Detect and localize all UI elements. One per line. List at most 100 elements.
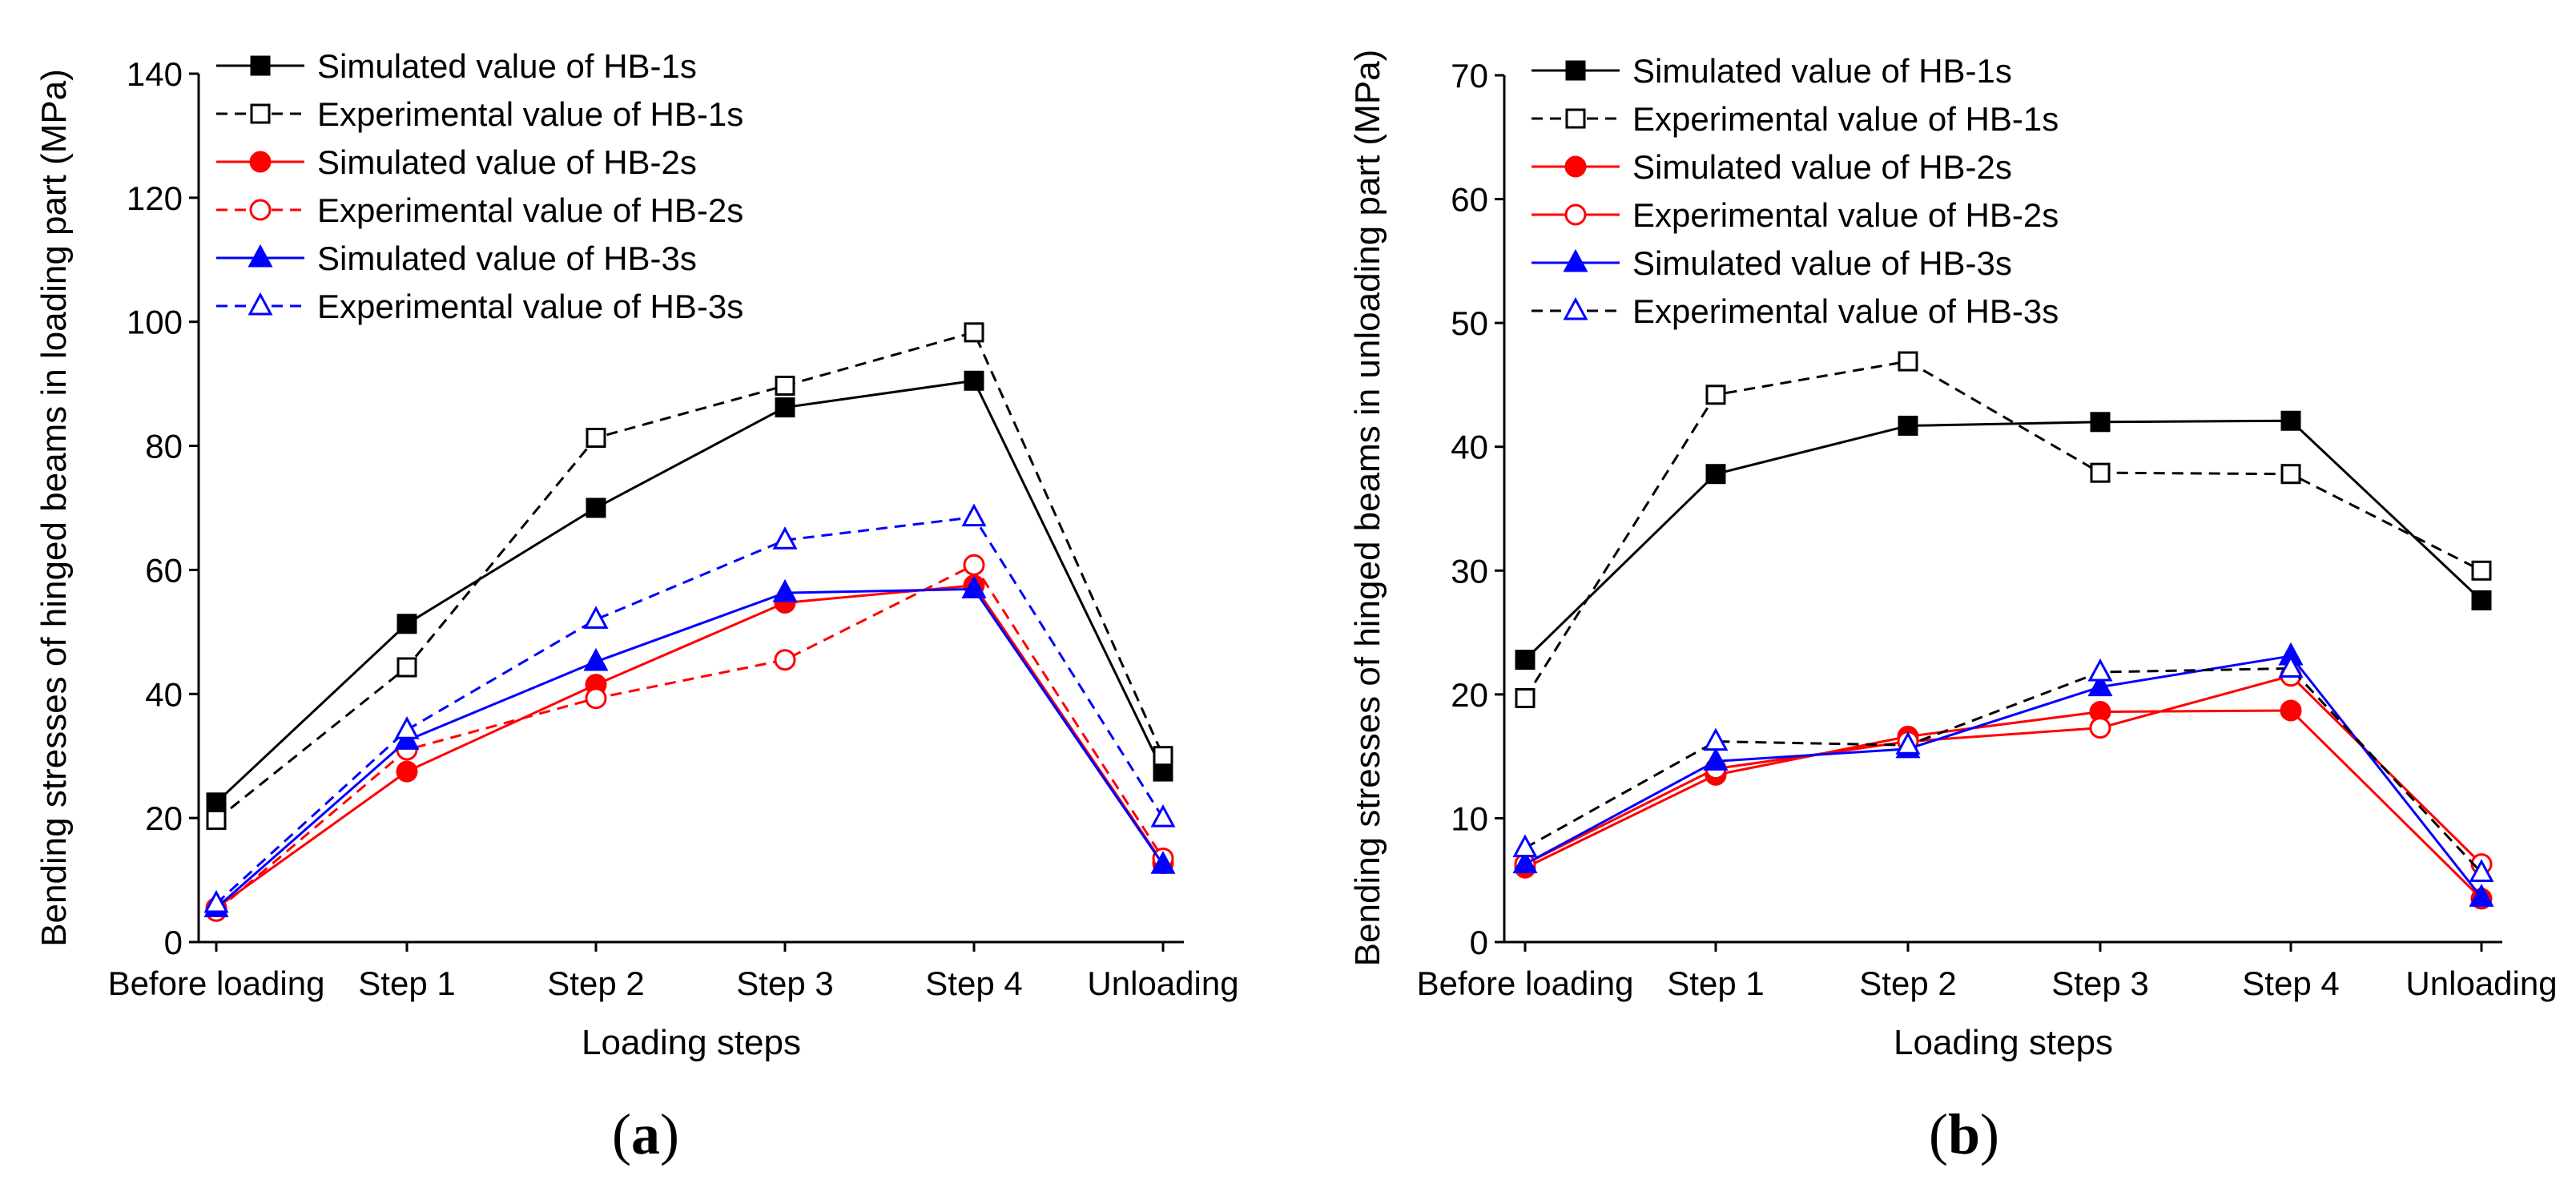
y-tick-label-a: 60 — [145, 551, 183, 589]
x-axis-label-a: Loading steps — [582, 1023, 801, 1062]
series-line-b-5 — [1524, 654, 2483, 899]
x-tick-label-b: Step 2 — [1859, 964, 1956, 1002]
legend-marker-a-6 — [248, 292, 273, 316]
data-point-a-2 — [775, 375, 795, 396]
series-line-b-6 — [1524, 666, 2483, 874]
y-tick-label-a: 100 — [127, 304, 183, 341]
y-axis-label-a: Bending stresses of hinged beams in load… — [34, 69, 74, 947]
data-point-a-1 — [775, 397, 795, 418]
series-line-a-1 — [215, 379, 1165, 803]
data-point-a-2 — [396, 657, 417, 678]
data-point-a-3 — [396, 760, 418, 783]
legend-marker-a-3 — [249, 151, 272, 173]
chart-b: 0 10 20 30 40 50 60 70 Before loading Step 1 Step … — [1348, 50, 2558, 1062]
x-tick-label-b: Step 1 — [1667, 964, 1764, 1002]
data-point-b-5 — [1512, 850, 1538, 874]
data-point-b-2 — [1898, 351, 1918, 372]
data-point-a-1 — [206, 792, 227, 813]
panel-label-a: (a) — [612, 1102, 679, 1166]
legend-marker-b-5 — [1563, 248, 1588, 272]
data-point-a-5 — [961, 575, 987, 598]
data-point-a-1 — [396, 614, 417, 634]
panel-label-b-letter: b — [1948, 1102, 1980, 1166]
legend-label-b-6: Experimental value of HB-3s — [1632, 292, 2059, 330]
data-point-b-6 — [1512, 834, 1538, 858]
y-tick-label-b: 50 — [1451, 304, 1488, 342]
data-point-b-2 — [2280, 464, 2301, 485]
data-point-b-2 — [2090, 462, 2111, 483]
data-point-a-6 — [1150, 803, 1176, 828]
data-point-b-1 — [2471, 590, 2492, 610]
y-tick-label-a: 0 — [164, 924, 183, 961]
y-tick-label-b: 40 — [1451, 429, 1488, 466]
data-point-a-6 — [203, 889, 229, 913]
data-point-a-5 — [772, 578, 798, 602]
data-point-a-2 — [1153, 746, 1173, 767]
series-line-b-2 — [1523, 360, 2482, 699]
panel-label-b: (b) — [1929, 1102, 1999, 1166]
data-point-b-2 — [1705, 385, 1726, 405]
legend-marker-b-1 — [1565, 60, 1586, 81]
data-point-b-1 — [1705, 464, 1726, 485]
data-point-a-6 — [772, 526, 798, 550]
data-point-a-5 — [583, 647, 609, 671]
x-tick-label-b: Step 4 — [2242, 964, 2339, 1002]
y-tick-label-a: 80 — [145, 428, 183, 465]
x-tick-label-a: Step 3 — [736, 964, 833, 1002]
y-tick-label-b: 60 — [1451, 181, 1488, 219]
series-line-a-2 — [215, 331, 1165, 821]
y-tick-label-b: 30 — [1451, 552, 1488, 590]
y-tick-label-a: 120 — [127, 179, 183, 217]
data-point-b-5 — [1703, 747, 1729, 771]
y-tick-label-b: 0 — [1470, 924, 1488, 961]
x-tick-label-b: Unloading — [2405, 964, 2557, 1002]
y-tick-label-b: 10 — [1451, 799, 1488, 837]
legend-marker-b-3 — [1564, 155, 1587, 178]
data-point-a-2 — [964, 322, 984, 343]
x-tick-label-a: Unloading — [1087, 964, 1238, 1002]
legend-label-a-4: Experimental value of HB-2s — [317, 191, 743, 229]
x-tick-label-a: Step 4 — [925, 964, 1022, 1002]
panel-label-a-letter: a — [631, 1102, 660, 1166]
y-tick-label-a: 140 — [127, 55, 183, 93]
data-point-b-1 — [1898, 415, 1918, 436]
series-line-b-4 — [1524, 674, 2483, 865]
data-point-a-6 — [961, 503, 987, 527]
legend-label-a-6: Experimental value of HB-3s — [317, 288, 743, 325]
data-point-a-5 — [1150, 851, 1176, 874]
data-point-b-6 — [1703, 727, 1729, 751]
legend-marker-b-4 — [1564, 203, 1587, 226]
chart-a: 0 20 40 60 80 100 120 140 Before loading Step 1 St… — [34, 47, 1239, 1062]
x-axis-label-b: Loading steps — [1894, 1023, 2113, 1062]
legend-marker-a-2 — [250, 103, 271, 124]
series-line-b-3 — [1524, 709, 2483, 900]
data-point-b-2 — [2471, 560, 2492, 581]
y-tick-label-b: 20 — [1451, 676, 1488, 714]
y-axis-label-b: Bending stresses of hinged beams in unlo… — [1348, 50, 1387, 967]
x-tick-label-b: Before loading — [1417, 964, 1634, 1002]
y-tick-label-b: 70 — [1451, 57, 1488, 95]
data-point-b-1 — [1515, 650, 1536, 670]
legend-marker-a-4 — [249, 199, 272, 221]
data-point-b-2 — [1515, 687, 1536, 708]
legend-marker-a-1 — [250, 55, 271, 76]
series-line-a-6 — [215, 516, 1165, 905]
legend-label-a-1: Simulated value of HB-1s — [317, 47, 697, 85]
y-tick-label-a: 40 — [145, 675, 183, 713]
legend-label-b-1: Simulated value of HB-1s — [1632, 52, 2012, 90]
legend-label-a-5: Simulated value of HB-3s — [317, 240, 697, 277]
data-point-b-3 — [2280, 699, 2302, 722]
legend-label-b-3: Simulated value of HB-2s — [1632, 148, 2012, 186]
data-point-b-4 — [2089, 717, 2111, 739]
data-point-b-6 — [1895, 731, 1921, 755]
data-point-b-1 — [2090, 412, 2111, 433]
y-tick-label-a: 20 — [145, 799, 183, 837]
data-point-b-1 — [2280, 410, 2301, 431]
data-point-b-6 — [2087, 658, 2113, 682]
x-tick-label-a: Step 1 — [358, 964, 455, 1002]
data-point-a-6 — [394, 716, 420, 739]
legend-marker-b-2 — [1565, 108, 1586, 129]
data-point-a-2 — [586, 428, 606, 449]
series-line-a-5 — [215, 587, 1165, 909]
